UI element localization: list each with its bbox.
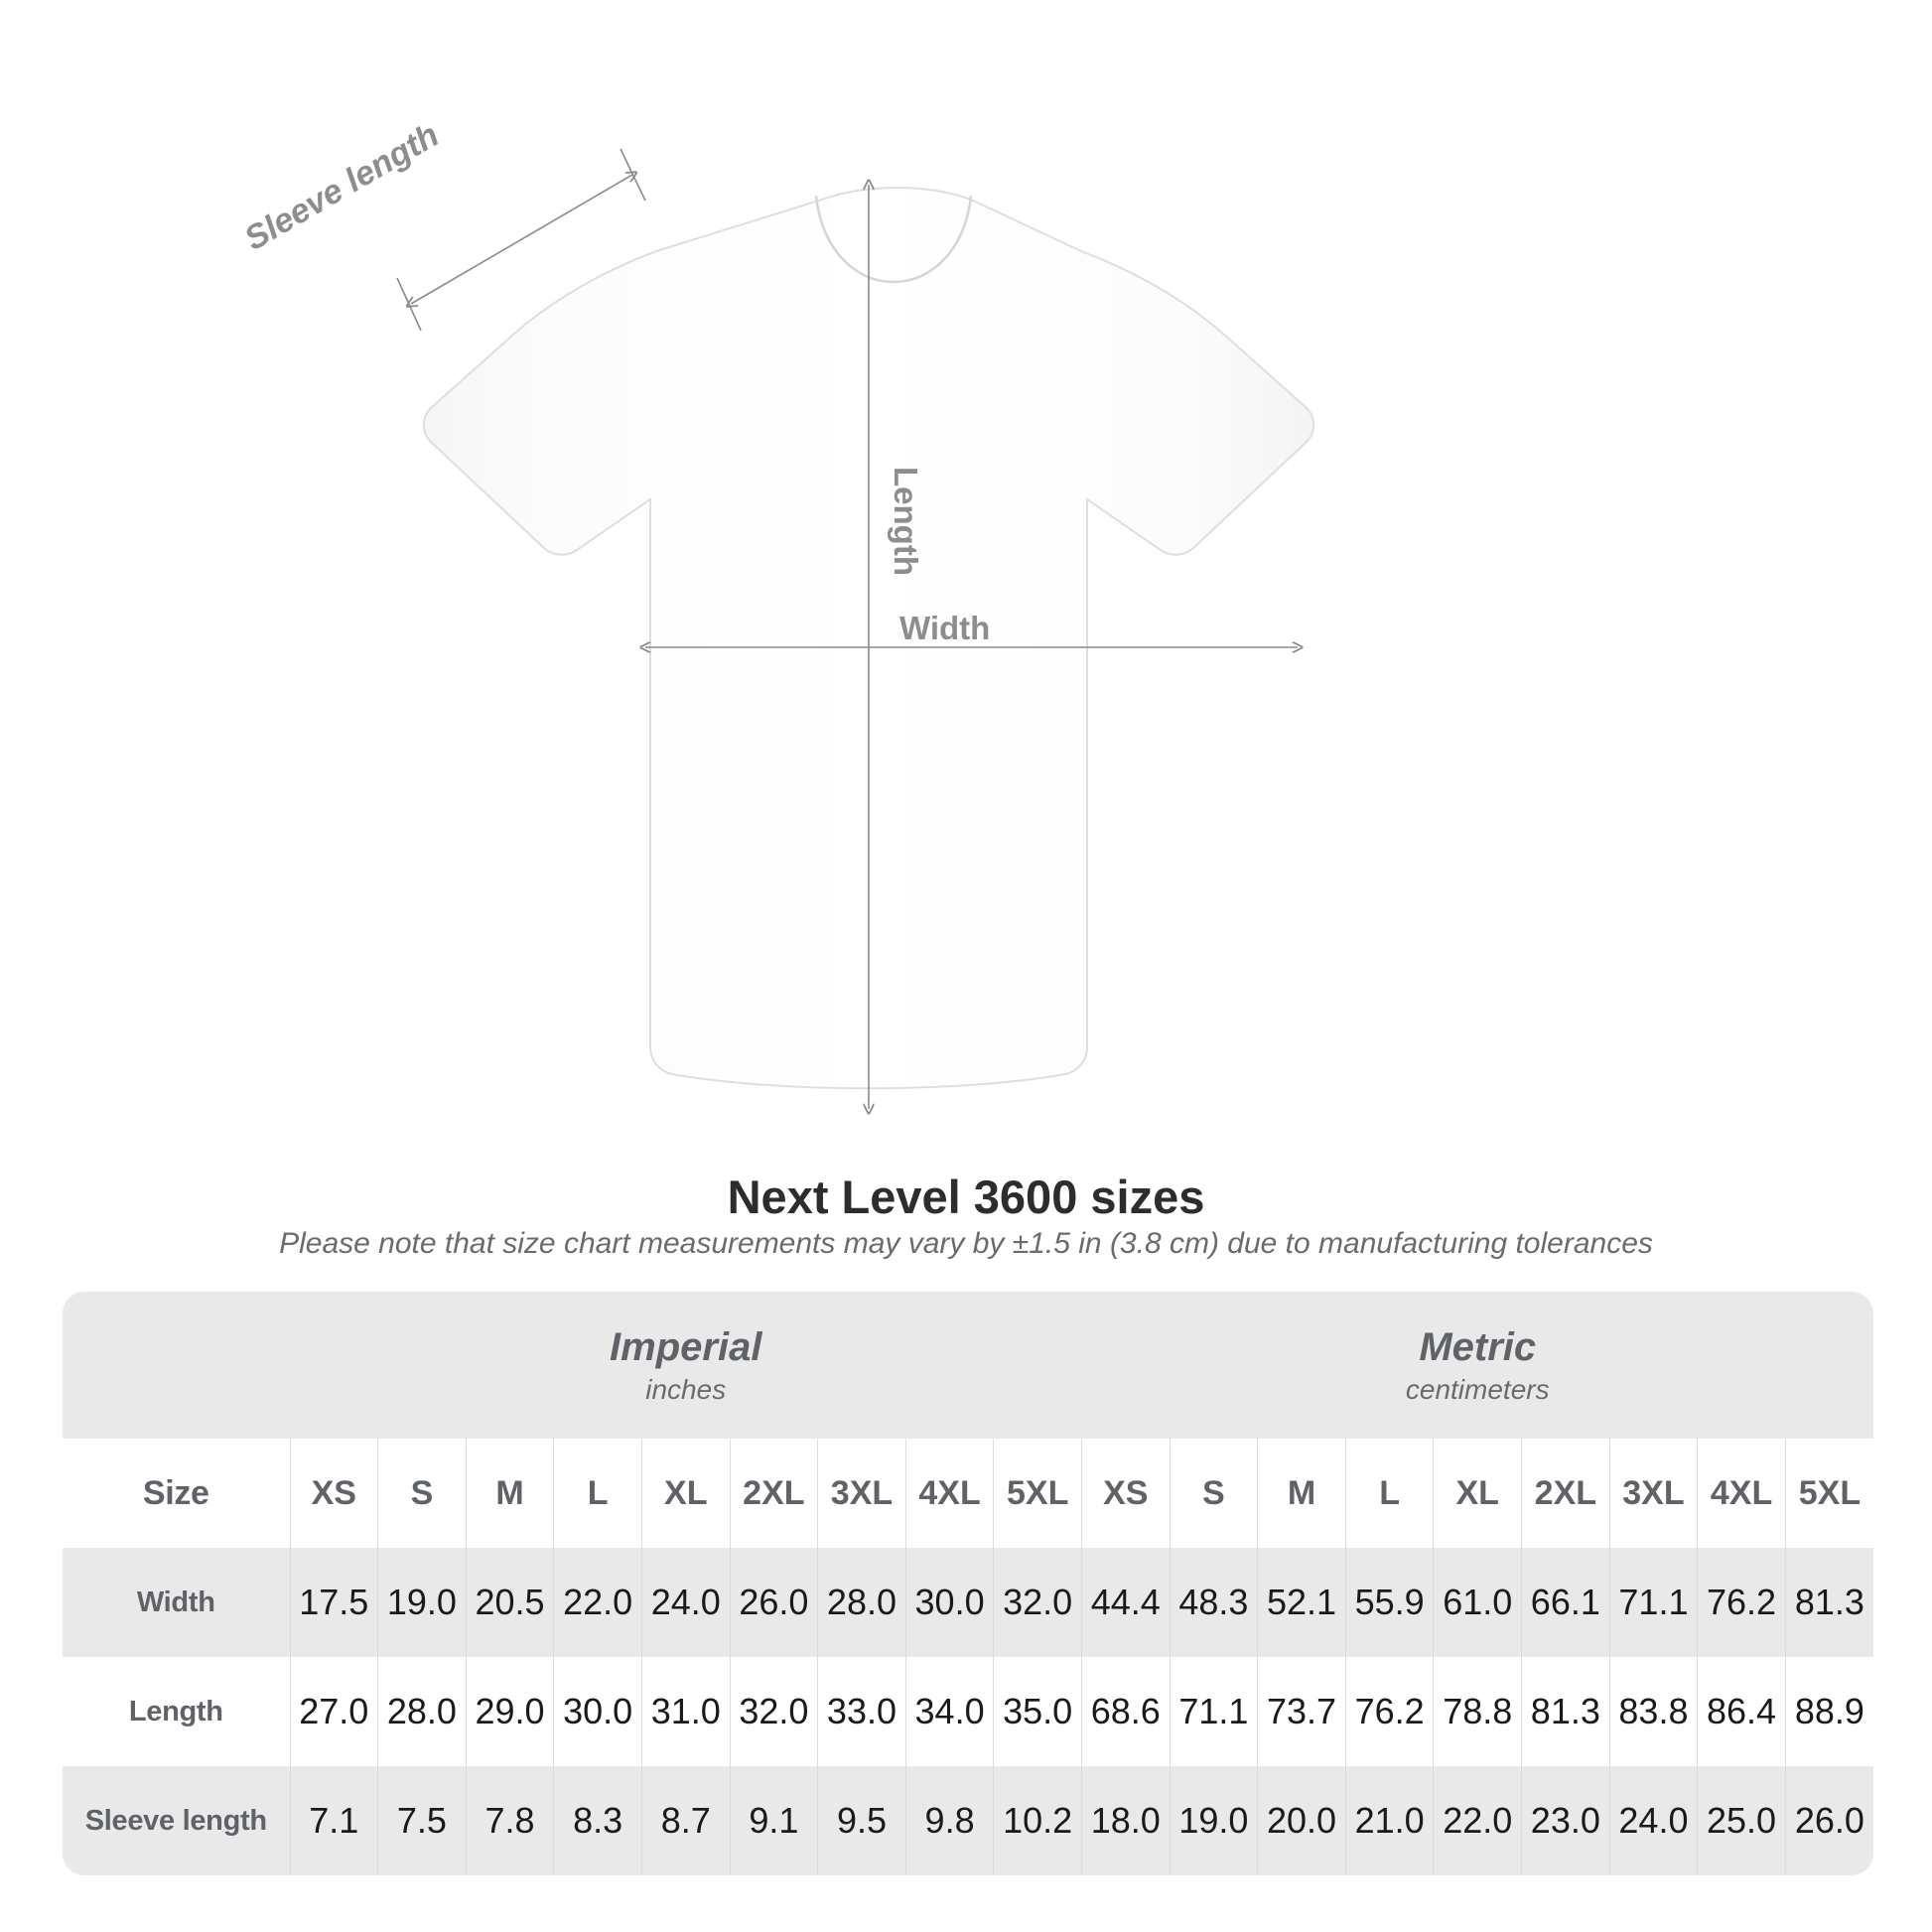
svg-text:Sleeve length: Sleeve length [238,116,446,258]
svg-text:Width: Width [899,610,990,646]
svg-text:Length: Length [888,467,924,576]
